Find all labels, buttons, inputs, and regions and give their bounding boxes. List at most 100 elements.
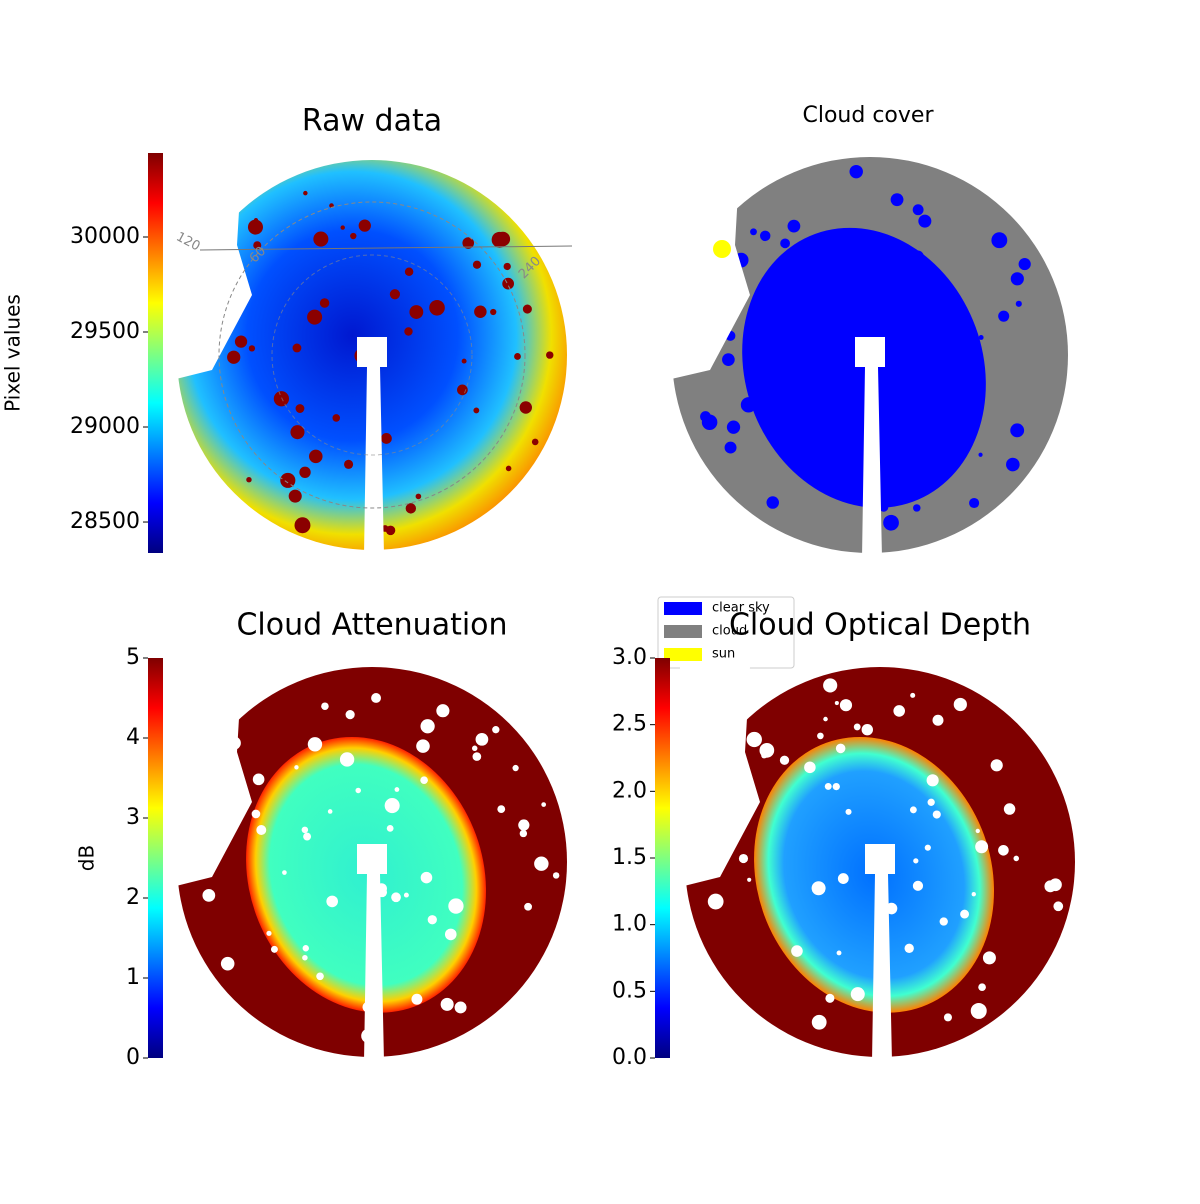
sky-blob <box>998 844 1009 856</box>
sky-blob <box>294 517 311 534</box>
sky-blob <box>837 873 849 884</box>
sky-blob <box>234 335 248 348</box>
sky-blob <box>943 1013 952 1022</box>
sky-blob <box>246 476 252 483</box>
sky-blob <box>202 888 216 902</box>
sky-blob <box>750 228 757 236</box>
sky-blob <box>975 840 989 854</box>
sky-blob <box>503 262 511 271</box>
tick-label: 0 <box>126 1045 140 1070</box>
sky-blob <box>1010 423 1025 438</box>
sky-blob <box>386 824 394 832</box>
image-mask <box>172 667 252 887</box>
sky-blob <box>832 782 840 791</box>
sky-blob <box>472 260 482 269</box>
sky-blob <box>227 350 241 364</box>
sky-blob <box>978 334 984 340</box>
sky-blob <box>251 809 261 819</box>
sky-blob <box>758 399 765 406</box>
tick-label: 2.0 <box>612 778 647 803</box>
tick-label: 3 <box>126 805 140 830</box>
sky-blob <box>427 915 437 925</box>
sky-blob <box>247 219 263 235</box>
sky-blob <box>926 409 938 421</box>
sky-blob <box>879 502 889 512</box>
sky-blob <box>978 452 983 457</box>
sky-blob <box>444 928 457 941</box>
sky-blob <box>220 956 235 971</box>
sky-blob <box>411 993 423 1005</box>
sky-blob <box>766 496 779 509</box>
sky-blob <box>350 232 357 240</box>
polar-grid <box>271 254 473 456</box>
sky-blob <box>975 828 980 834</box>
sky-blob <box>280 472 296 488</box>
sky-blob <box>266 930 272 936</box>
sky-blob <box>910 692 916 698</box>
colorbar-label: Pixel values <box>1 294 25 412</box>
sky-blob <box>290 425 305 440</box>
tick-label: 1.5 <box>612 845 647 870</box>
sky-blob <box>389 289 400 300</box>
sky-blob <box>492 726 500 734</box>
sky-blob <box>371 692 382 703</box>
sky-blob <box>404 267 414 277</box>
legend-label: cloud <box>712 624 747 639</box>
sky-blob <box>917 348 927 358</box>
sky-blob <box>1003 803 1016 815</box>
sky-blob <box>912 204 924 216</box>
sky-blob <box>384 798 400 814</box>
sky-blob <box>823 678 838 693</box>
tick-label: 0.5 <box>612 978 647 1003</box>
sky-blob <box>746 731 762 748</box>
sky-blob <box>759 230 771 242</box>
sun-marker <box>713 240 731 258</box>
sky-blob <box>1015 300 1022 307</box>
mast <box>357 844 387 1062</box>
sky-blob <box>912 306 920 315</box>
tick-label: 30000 <box>70 224 140 249</box>
sky-blob <box>763 746 768 751</box>
sky-blob <box>883 514 899 531</box>
sky-blob <box>519 829 528 838</box>
sky-blob <box>938 426 952 440</box>
sky-blob <box>834 700 839 706</box>
sky-blob <box>912 880 924 891</box>
sky-blob <box>502 277 514 290</box>
tick-label: 4 <box>126 725 140 750</box>
polar-axis <box>199 245 573 251</box>
sky-blob <box>969 497 980 509</box>
sky-blob <box>835 743 846 754</box>
sky-blob <box>403 892 409 898</box>
sky-blob <box>1013 855 1020 862</box>
sky-blob <box>823 716 828 722</box>
sky-blob <box>1006 457 1020 472</box>
mast <box>855 337 885 558</box>
sky-blob <box>448 898 464 914</box>
sky-blob <box>924 844 931 851</box>
sky-blob <box>926 774 939 787</box>
sky-blob <box>747 877 752 882</box>
sky-blob <box>409 305 424 319</box>
sky-blob <box>726 420 741 434</box>
sky-blob <box>817 381 825 388</box>
mast <box>865 844 895 1062</box>
sky-blob <box>1053 901 1064 912</box>
sky-blob <box>861 724 873 736</box>
sky-blob <box>740 397 757 413</box>
legend-swatch <box>664 648 702 661</box>
sky-blob <box>811 1014 827 1030</box>
sky-blob <box>461 358 467 364</box>
sky-blob <box>982 951 996 965</box>
tick-label: 2.5 <box>612 712 647 737</box>
sky-blob <box>420 719 435 734</box>
sky-blob <box>420 871 433 884</box>
sky-blob <box>850 987 865 1002</box>
tick-label: 2 <box>126 885 140 910</box>
sky-blob <box>313 231 329 247</box>
sky-blob <box>804 761 816 774</box>
sky-image <box>172 160 567 555</box>
legend-swatch <box>664 625 702 638</box>
sky-blob <box>817 732 824 740</box>
